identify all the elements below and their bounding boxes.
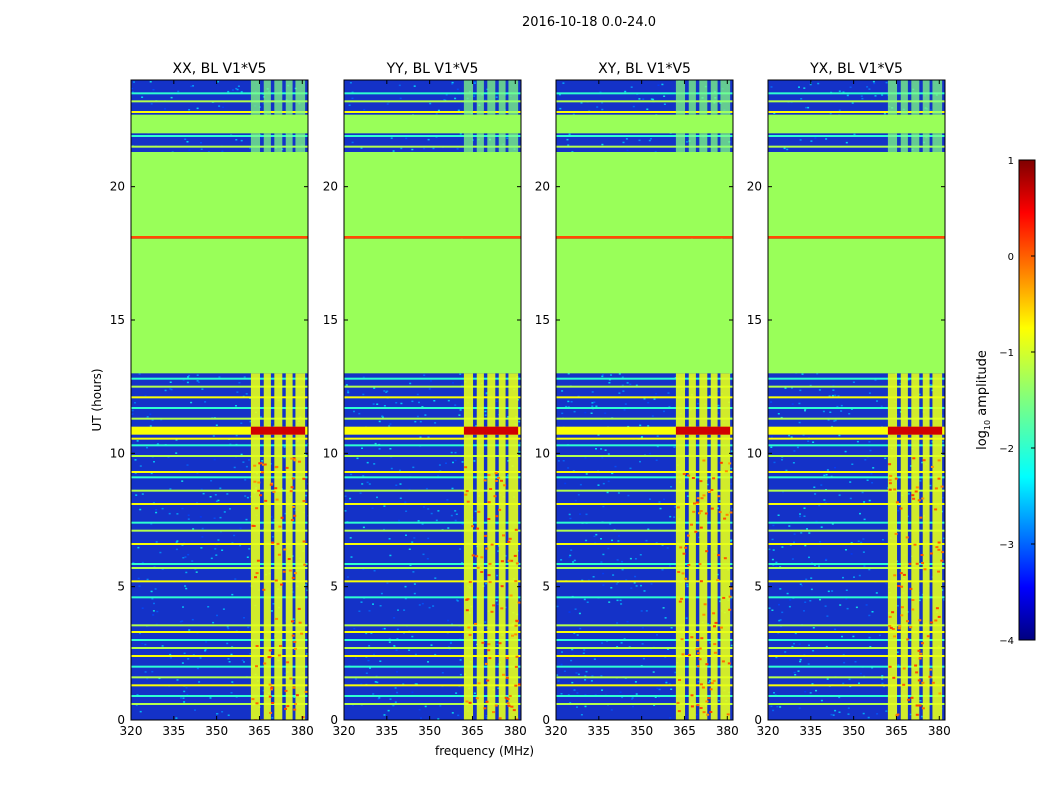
colorbar-label: log10 amplitude [975, 350, 992, 450]
x-tick-label: 365 [248, 724, 271, 738]
y-tick-label: 15 [535, 313, 550, 327]
x-tick-label: 380 [928, 724, 951, 738]
flagged-region [556, 152, 733, 236]
x-tick-label: 335 [799, 724, 822, 738]
y-tick-label: 20 [110, 180, 125, 194]
flagged-region [131, 238, 308, 374]
colorbar-tick-label: 1 [1008, 156, 1014, 167]
x-tick-label: 335 [162, 724, 185, 738]
strong-rfi-row [556, 426, 733, 435]
x-tick-label: 320 [120, 724, 143, 738]
panel-2: 320 335 350 365 380 0 5 10 15 20 XY, BL V1*V5 [535, 61, 739, 738]
x-axis-label: frequency (MHz) [435, 744, 534, 758]
panel-0: 320 335 350 365 380 0 5 10 15 20 XX, BL V1*V5 UT (h… [90, 61, 314, 738]
heatmap-time-lines [768, 92, 945, 705]
x-tick-label: 320 [757, 724, 780, 738]
rfi-band [250, 80, 308, 720]
flag-boundary-line [131, 236, 308, 239]
x-tick-label: 335 [587, 724, 610, 738]
y-tick-label: 20 [747, 180, 762, 194]
y-tick-label: 10 [323, 446, 338, 460]
rfi-band [463, 80, 521, 720]
panel-title: XX, BL V1*V5 [173, 61, 267, 77]
x-tick-label: 335 [375, 724, 398, 738]
flag-boundary-line [344, 236, 521, 239]
x-tick-label: 350 [630, 724, 653, 738]
x-tick-label: 380 [291, 724, 314, 738]
heatmap-area [768, 80, 945, 720]
axes-frame [343, 79, 522, 721]
panel-3: 320 335 350 365 380 0 5 10 15 20 YX, BL V1*V5 [747, 61, 951, 738]
y-tick-label: 5 [117, 580, 125, 594]
panel-title: YY, BL V1*V5 [386, 61, 479, 77]
y-tick-label: 5 [542, 580, 550, 594]
y-tick-label: 10 [747, 446, 762, 460]
colorbar-tick-label: 0 [1008, 252, 1014, 263]
rfi-band [675, 80, 733, 720]
colorbar-tick-label: −2 [999, 444, 1014, 455]
panel-title: YX, BL V1*V5 [809, 61, 903, 77]
flagged-region [556, 238, 733, 374]
y-tick-label: 15 [747, 313, 762, 327]
flagged-region [768, 114, 945, 134]
flagged-region [768, 152, 945, 236]
flag-boundary-line [556, 236, 733, 239]
figure-suptitle: 2016-10-18 0.0-24.0 [522, 15, 656, 30]
panel-1: 320 335 350 365 380 0 5 10 15 20 YY, BL V1*V5 frequ… [323, 61, 534, 758]
y-tick-label: 0 [117, 713, 125, 727]
y-axis-label: UT (hours) [90, 368, 104, 431]
flagged-region [344, 152, 521, 236]
x-tick-label: 350 [418, 724, 441, 738]
strong-rfi-row [344, 426, 521, 435]
y-tick-label: 20 [323, 180, 338, 194]
y-tick-label: 0 [542, 713, 550, 727]
heatmap-area [344, 80, 521, 720]
x-tick-label: 350 [842, 724, 865, 738]
colorbar: 1 0 −1 −2 −3 −4 log10 amplitude [975, 156, 1036, 647]
heatmap-area [131, 80, 308, 720]
heatmap-time-lines [131, 92, 308, 705]
y-tick-label: 5 [330, 580, 338, 594]
y-tick-label: 0 [330, 713, 338, 727]
axes-frame [555, 79, 734, 721]
strong-rfi-row [768, 426, 945, 435]
x-tick-label: 350 [205, 724, 228, 738]
heatmap-area [556, 80, 733, 720]
y-tick-label: 10 [535, 446, 550, 460]
y-tick-label: 5 [754, 580, 762, 594]
x-tick-label: 365 [461, 724, 484, 738]
flagged-region [344, 114, 521, 134]
flagged-region [768, 238, 945, 374]
y-tick-label: 20 [535, 180, 550, 194]
flagged-region [131, 152, 308, 236]
colorbar-tick-label: −3 [999, 540, 1014, 551]
flagged-region [344, 238, 521, 374]
x-tick-label: 320 [333, 724, 356, 738]
y-tick-label: 0 [754, 713, 762, 727]
y-tick-label: 15 [323, 313, 338, 327]
rfi-band [887, 80, 944, 720]
colorbar-tick-label: −4 [999, 636, 1014, 647]
strong-rfi-row [131, 426, 308, 435]
flag-boundary-line [768, 236, 945, 239]
x-tick-label: 320 [545, 724, 568, 738]
x-tick-label: 380 [716, 724, 739, 738]
colorbar-gradient [1018, 159, 1036, 641]
colorbar-tick-label: −1 [999, 348, 1014, 359]
axes-frame [130, 79, 309, 721]
heatmap-time-lines [556, 92, 733, 705]
flagged-region [556, 114, 733, 134]
flagged-region [131, 114, 308, 134]
y-tick-label: 10 [110, 446, 125, 460]
y-tick-label: 15 [110, 313, 125, 327]
axes-frame [767, 79, 946, 721]
x-tick-label: 380 [504, 724, 527, 738]
panel-title: XY, BL V1*V5 [598, 61, 691, 77]
x-tick-label: 365 [673, 724, 696, 738]
x-tick-label: 365 [885, 724, 908, 738]
